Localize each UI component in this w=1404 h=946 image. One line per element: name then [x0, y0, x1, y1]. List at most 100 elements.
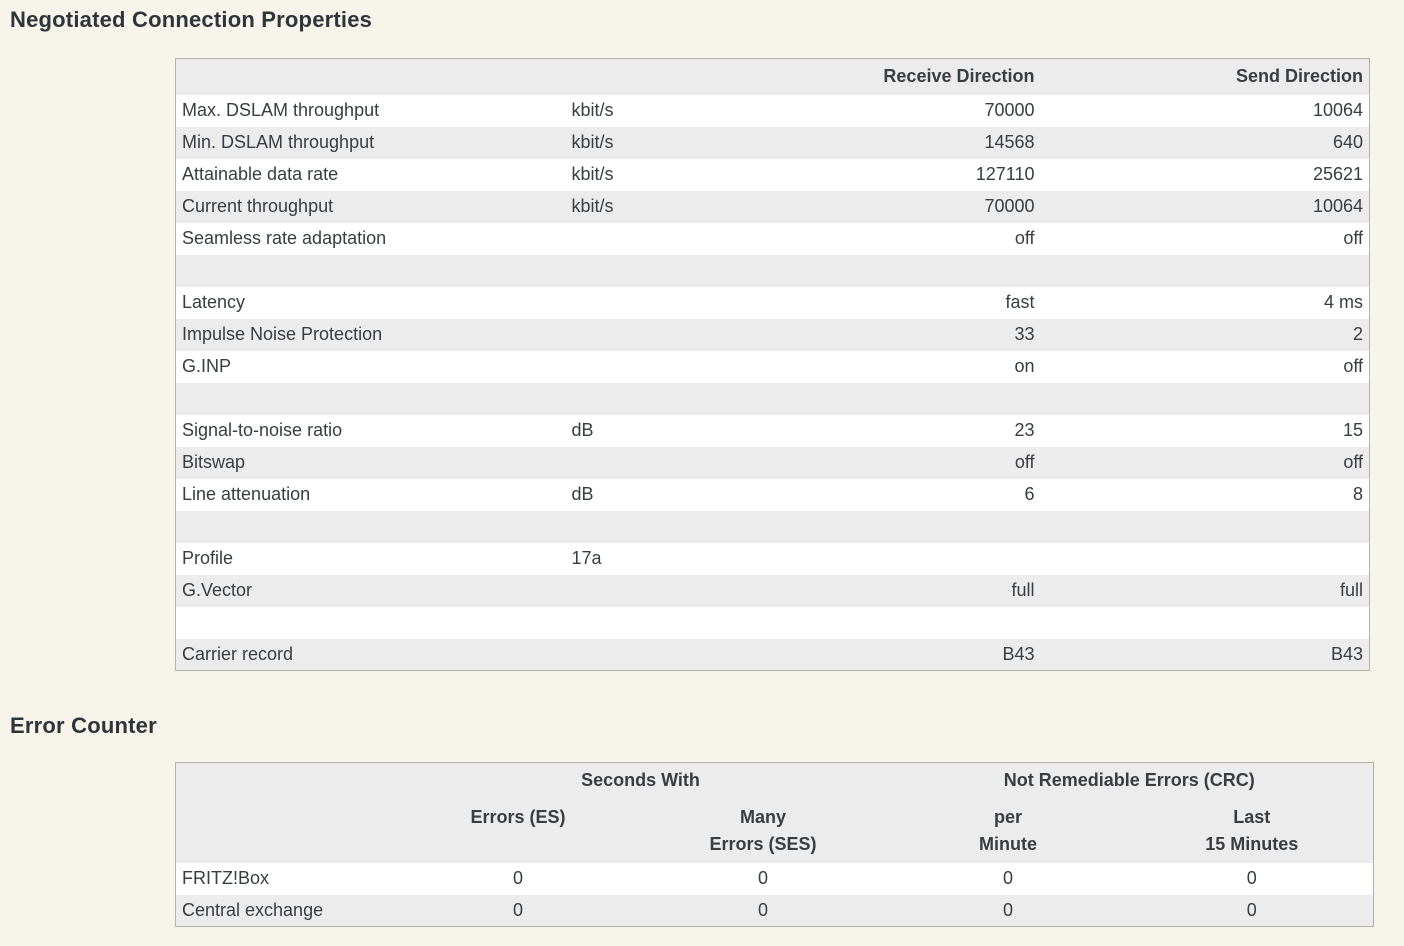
property-label: Profile: [182, 548, 234, 568]
table-row: Central exchange 0 0 0 0: [175, 894, 1374, 927]
table-row: [176, 607, 1370, 639]
send-direction-value: off: [1343, 228, 1363, 248]
property-label: [176, 607, 566, 639]
receive-direction-value: [660, 510, 1041, 543]
send-direction-value: [1041, 607, 1370, 639]
device-label: FRITZ!Box: [182, 868, 270, 888]
unit-value: kbit/s: [571, 164, 614, 184]
error-table-sub-header-row: Errors (ES) Many Errors (SES) per Minute…: [176, 798, 1374, 863]
unit-value: [565, 638, 661, 671]
table-row: Impulse Noise Protection 33 2: [175, 318, 1370, 351]
errors-ses-value: 0: [640, 894, 886, 927]
send-direction-value: off: [1343, 356, 1363, 376]
send-direction-value: [1040, 382, 1370, 415]
property-label: Latency: [182, 292, 246, 312]
table-row: G.Vector full full: [175, 574, 1370, 607]
send-direction-value: 10064: [1040, 190, 1370, 223]
receive-direction-value: 33: [660, 318, 1041, 351]
table-row: Profile 17a: [176, 543, 1370, 575]
unit-value: [565, 574, 661, 607]
property-label: Carrier record: [175, 638, 566, 671]
table-row: [175, 254, 1370, 287]
receive-direction-value: full: [660, 574, 1041, 607]
errors-es-value: 0: [512, 868, 523, 888]
unit-value: [566, 351, 661, 383]
connection-table-header: Receive Direction Send Direction: [175, 58, 1370, 95]
property-label: G.Vector: [175, 574, 566, 607]
seconds-with-group-header: Seconds With: [395, 762, 886, 799]
table-row: Min. DSLAM throughput kbit/s 14568 640: [175, 126, 1370, 159]
send-direction-value: 25621: [1312, 164, 1363, 184]
receive-direction-value: off: [660, 446, 1041, 479]
property-label: Line attenuation: [182, 484, 311, 504]
property-label: Min. DSLAM throughput: [175, 126, 566, 159]
send-direction-value: [1040, 254, 1370, 287]
table-row: Line attenuation dB 6 8: [176, 479, 1370, 511]
receive-direction-value: 127110: [975, 164, 1035, 184]
property-label: Current throughput: [175, 190, 566, 223]
send-direction-value: 8: [1352, 484, 1363, 504]
connection-table-header-row: Receive Direction Send Direction: [175, 58, 1370, 95]
table-row: Attainable data rate kbit/s 127110 25621: [176, 159, 1370, 191]
unit-value: kbit/s: [571, 100, 614, 120]
receive-direction-header: Receive Direction: [660, 58, 1041, 95]
connection-properties-table: Receive Direction Send Direction Max. DS…: [175, 58, 1370, 671]
send-direction-header: Send Direction: [1040, 58, 1370, 95]
table-row: FRITZ!Box 0 0 0 0: [176, 863, 1374, 895]
property-label: Impulse Noise Protection: [175, 318, 566, 351]
per-minute-header: per Minute: [885, 798, 1131, 863]
property-label: Max. DSLAM throughput: [182, 100, 380, 120]
send-direction-value: 640: [1040, 126, 1370, 159]
send-direction-value: 15: [1342, 420, 1363, 440]
errors-ses-value: 0: [758, 868, 769, 888]
crc-group-header: Not Remediable Errors (CRC): [885, 762, 1374, 799]
error-table-header: Seconds With Not Remediable Errors (CRC)…: [175, 762, 1374, 863]
send-direction-value: 4 ms: [1323, 292, 1363, 312]
device-column-header: [175, 762, 396, 863]
errors-es-header-label: Errors (ES): [470, 806, 566, 827]
table-row: Bitswap off off: [175, 446, 1370, 479]
error-table-body: FRITZ!Box 0 0 0 0 Central exchange 0 0 0 0: [175, 863, 1374, 927]
property-label: Seamless rate adaptation: [182, 228, 387, 248]
receive-direction-value: [661, 607, 1041, 639]
receive-direction-value: [660, 254, 1041, 287]
send-direction-value: full: [1040, 574, 1370, 607]
unit-value: dB: [571, 420, 594, 440]
send-direction-value: off: [1040, 446, 1370, 479]
property-label: [175, 510, 566, 543]
unit-value: dB: [571, 484, 594, 504]
table-row: Latency fast 4 ms: [176, 287, 1370, 319]
send-direction-value: [1041, 543, 1370, 575]
receive-direction-value: 70000: [660, 190, 1041, 223]
property-column-header: [175, 58, 566, 95]
table-row: Signal-to-noise ratio dB 23 15: [176, 415, 1370, 447]
table-row: [175, 382, 1370, 415]
errors-es-header: Errors (ES): [395, 798, 641, 863]
property-label: Attainable data rate: [182, 164, 339, 184]
property-label: Bitswap: [175, 446, 566, 479]
table-row: Seamless rate adaptation off off: [176, 223, 1370, 255]
receive-direction-value: 14568: [660, 126, 1041, 159]
table-row: G.INP on off: [176, 351, 1370, 383]
unit-value: [565, 254, 661, 287]
connection-properties-title: Negotiated Connection Properties: [10, 7, 373, 32]
receive-direction-value: [661, 543, 1041, 575]
receive-direction-value: 6: [1024, 484, 1035, 504]
crc-per-minute-value: 0: [885, 894, 1131, 927]
send-direction-value: 2: [1040, 318, 1370, 351]
unit-value: [565, 510, 661, 543]
property-label: [175, 254, 566, 287]
error-table-group-header-row: Seconds With Not Remediable Errors (CRC): [175, 762, 1374, 863]
receive-direction-value: 23: [1014, 420, 1035, 440]
crc-last-15-minutes-value: 0: [1246, 868, 1257, 888]
receive-direction-value: B43: [660, 638, 1041, 671]
unit-value: [565, 382, 661, 415]
send-direction-value: [1040, 510, 1370, 543]
connection-table-body: Max. DSLAM throughput kbit/s 70000 10064 Min…: [175, 95, 1370, 671]
crc-last-15-minutes-value: 0: [1130, 894, 1374, 927]
unit-value: kbit/s: [565, 126, 661, 159]
unit-value: kbit/s: [565, 190, 661, 223]
property-label: G.INP: [182, 356, 232, 376]
unit-column-header: [565, 58, 661, 95]
